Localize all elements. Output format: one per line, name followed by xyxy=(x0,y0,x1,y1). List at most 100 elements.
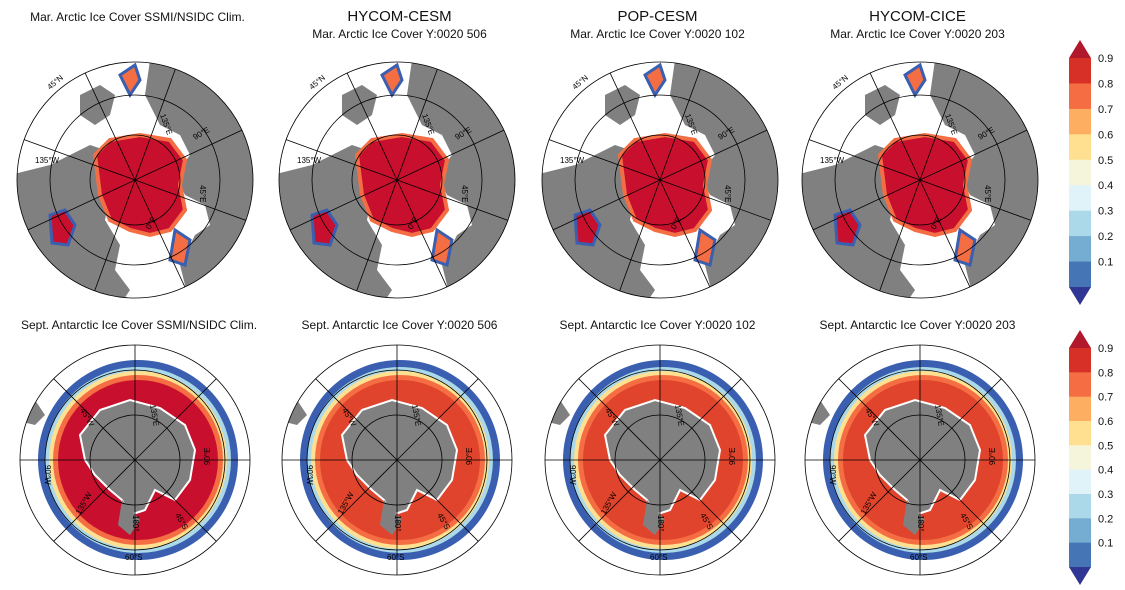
hudson-bay-ice xyxy=(48,208,77,247)
colorbar-swatch xyxy=(1069,348,1091,373)
graticule xyxy=(278,61,516,299)
arctic-sea-ice xyxy=(92,132,188,238)
colorbar-swatch xyxy=(1069,58,1091,84)
graticule-label: 135°E xyxy=(410,404,423,427)
colorbar-tick-label: 0.5 xyxy=(1098,155,1113,167)
graticule xyxy=(544,344,776,576)
colorbar-tick-label: 0.5 xyxy=(1098,440,1113,452)
greenland-land xyxy=(865,85,900,125)
colorbar-tick-label: 0.4 xyxy=(1098,180,1113,192)
colorbar-tick-label: 0.2 xyxy=(1098,513,1113,525)
graticule-label: 135°E xyxy=(933,404,946,427)
eurasia-land xyxy=(407,62,515,298)
graticule-label: 90°E xyxy=(465,448,474,465)
graticule xyxy=(19,344,251,576)
panel-title-arctic-pop-cesm: Mar. Arctic Ice Cover Y:0020 102 xyxy=(570,27,745,41)
greenland-land xyxy=(342,85,377,125)
colorbar-tick-label: 0.6 xyxy=(1098,416,1113,428)
graticule-label: 90°W xyxy=(43,465,52,485)
colorbar-swatch xyxy=(1069,518,1091,544)
panel-title-antarctic-pop-cesm: Sept. Antarctic Ice Cover Y:0020 102 xyxy=(559,318,756,332)
barents-ice xyxy=(903,62,927,98)
bering-ice xyxy=(168,227,192,267)
model-title-hycom-cice: HYCOM-CICE xyxy=(869,8,966,25)
graticule xyxy=(801,61,1039,299)
colorbar-swatch xyxy=(1069,445,1091,471)
bering-ice xyxy=(953,227,977,267)
graticule-label: 90°W xyxy=(828,465,837,485)
colorbar-swatch xyxy=(1069,83,1091,110)
arctic-sea-ice xyxy=(354,132,450,238)
model-title-hycom-cesm: HYCOM-CESM xyxy=(347,8,452,25)
graticule-label: 45°E xyxy=(983,185,992,202)
antarctic-peninsula-land xyxy=(380,500,402,535)
colorbar-swatch xyxy=(1069,236,1091,263)
colorbar-tick-label: 0.8 xyxy=(1098,78,1113,90)
barents-ice xyxy=(380,62,404,98)
colorbar-swatch xyxy=(1069,185,1091,212)
colorbar-swatch xyxy=(1069,261,1091,288)
arctic-sea-ice xyxy=(877,132,973,238)
colorbar-swatch xyxy=(1069,134,1091,161)
graticule-label: 60°S xyxy=(650,553,667,562)
eurasia-land xyxy=(930,62,1038,298)
graticule xyxy=(281,344,513,576)
colorbar-min-arrow xyxy=(1069,567,1091,585)
graticule-label: 135°W xyxy=(35,156,60,165)
greenland-land xyxy=(80,85,115,125)
colorbar-tick-label: 0.2 xyxy=(1098,231,1113,243)
graticule-label: 180° xyxy=(131,515,140,532)
graticule-label: 90°W xyxy=(305,465,314,485)
graticule-label: 90°E xyxy=(728,448,737,465)
colorbar-min-arrow xyxy=(1069,287,1091,305)
panel-title-antarctic-obs: Sept. Antarctic Ice Cover SSMI/NSIDC Cli… xyxy=(20,318,258,332)
graticule-label: 90°E xyxy=(203,448,212,465)
graticule-label: 135°W xyxy=(297,156,322,165)
colorbar-swatch xyxy=(1069,372,1091,398)
greenland-land xyxy=(605,85,640,125)
graticule-label: 180° xyxy=(656,515,665,532)
graticule-label: 135°E xyxy=(673,404,686,427)
panel-title-antarctic-hycom-cice: Sept. Antarctic Ice Cover Y:0020 203 xyxy=(819,318,1016,332)
barents-ice xyxy=(118,62,142,98)
colorbar-swatch xyxy=(1069,210,1091,237)
colorbar-tick-label: 0.9 xyxy=(1098,53,1113,65)
graticule-label: 90°E xyxy=(988,448,997,465)
panel-title-arctic-hycom-cesm: Mar. Arctic Ice Cover Y:0020 506 xyxy=(312,27,487,41)
graticule-label: 135°W xyxy=(820,156,845,165)
colorbar-tick-label: 0.1 xyxy=(1098,538,1113,550)
colorbar-tick-label: 0.1 xyxy=(1098,257,1113,269)
panel-title-arctic-obs: Mar. Arctic Ice Cover SSMI/NSIDC Clim. xyxy=(30,10,245,24)
barents-ice xyxy=(643,62,667,98)
arctic-sea-ice xyxy=(617,132,713,238)
bering-ice xyxy=(693,227,717,267)
graticule xyxy=(16,61,254,299)
graticule-label: 90°W xyxy=(568,465,577,485)
colorbar-tick-label: 0.9 xyxy=(1098,343,1113,355)
eurasia-land xyxy=(145,62,253,298)
graticule-label: 135°E xyxy=(148,404,161,427)
eurasia-land xyxy=(670,62,778,298)
colorbar-swatch xyxy=(1069,159,1091,186)
graticule-label: 60°S xyxy=(125,553,142,562)
graticule xyxy=(804,344,1036,576)
colorbar-tick-label: 0.3 xyxy=(1098,489,1113,501)
colorbar-tick-label: 0.7 xyxy=(1098,104,1113,116)
model-title-pop-cesm: POP-CESM xyxy=(617,8,698,25)
colorbar-antarctic: 0.9 0.8 0.7 0.6 0.5 0.4 0.3 0.2 0.1 xyxy=(1069,330,1113,585)
hudson-bay-ice xyxy=(573,208,602,247)
colorbar-tick-label: 0.6 xyxy=(1098,129,1113,141)
colorbar-swatch xyxy=(1069,421,1091,446)
colorbar-swatch xyxy=(1069,542,1091,568)
graticule-label: 60°S xyxy=(910,553,927,562)
colorbar-tick-label: 0.8 xyxy=(1098,367,1113,379)
colorbar-swatch xyxy=(1069,469,1091,495)
hudson-bay-ice xyxy=(310,208,339,247)
